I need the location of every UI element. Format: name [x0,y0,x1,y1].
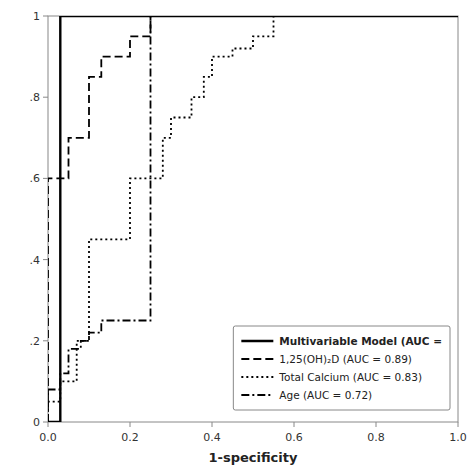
x-tick-label: 0.6 [285,431,303,444]
chart: 0.00.20.40.60.81.00.2.4.6.811-specificit… [0,0,474,474]
y-tick-label: .8 [30,91,41,104]
background [0,0,474,474]
legend-label: 1,25(OH)₂D (AUC = 0.89) [279,353,412,365]
legend-label: Total Calcium (AUC = 0.83) [278,371,422,383]
y-tick-label: 1 [33,10,40,23]
y-tick [43,97,48,98]
x-tick [294,422,295,427]
y-tick-label: .4 [30,254,41,267]
y-tick [43,16,48,17]
y-tick-label: .6 [30,172,41,185]
y-tick-label: 0 [33,416,40,429]
x-tick [212,422,213,427]
x-tick [130,422,131,427]
legend-box [233,326,450,410]
plot-frame [48,16,458,422]
y-tick [43,422,48,423]
legend-swatch [241,394,273,396]
y-tick [43,178,48,179]
lines [48,16,458,422]
legend-label: Age (AUC = 0.72) [279,389,372,401]
y-tick [43,259,48,260]
x-tick-label: 0.8 [367,431,385,444]
x-tick [48,422,49,427]
x-tick [458,422,459,427]
x-tick-label: 0.2 [121,431,139,444]
legend: Multivariable Model (AUC = 1,25(OH)₂D (AU… [233,326,450,410]
series-line [48,16,458,422]
legend-swatch [241,340,273,342]
series-line [48,16,458,422]
x-tick [376,422,377,427]
x-tick-label: 0.4 [203,431,221,444]
legend-swatch [241,376,273,378]
legend-swatch [241,358,273,360]
y-tick-label: .2 [30,335,41,348]
x-tick-label: 0.0 [39,431,57,444]
x-axis-label: 1-specificity [209,450,298,465]
legend-label: Multivariable Model (AUC = [279,335,442,347]
x-tick-label: 1.0 [449,431,467,444]
series-line [48,16,458,422]
y-tick [43,340,48,341]
series-line [48,16,458,422]
